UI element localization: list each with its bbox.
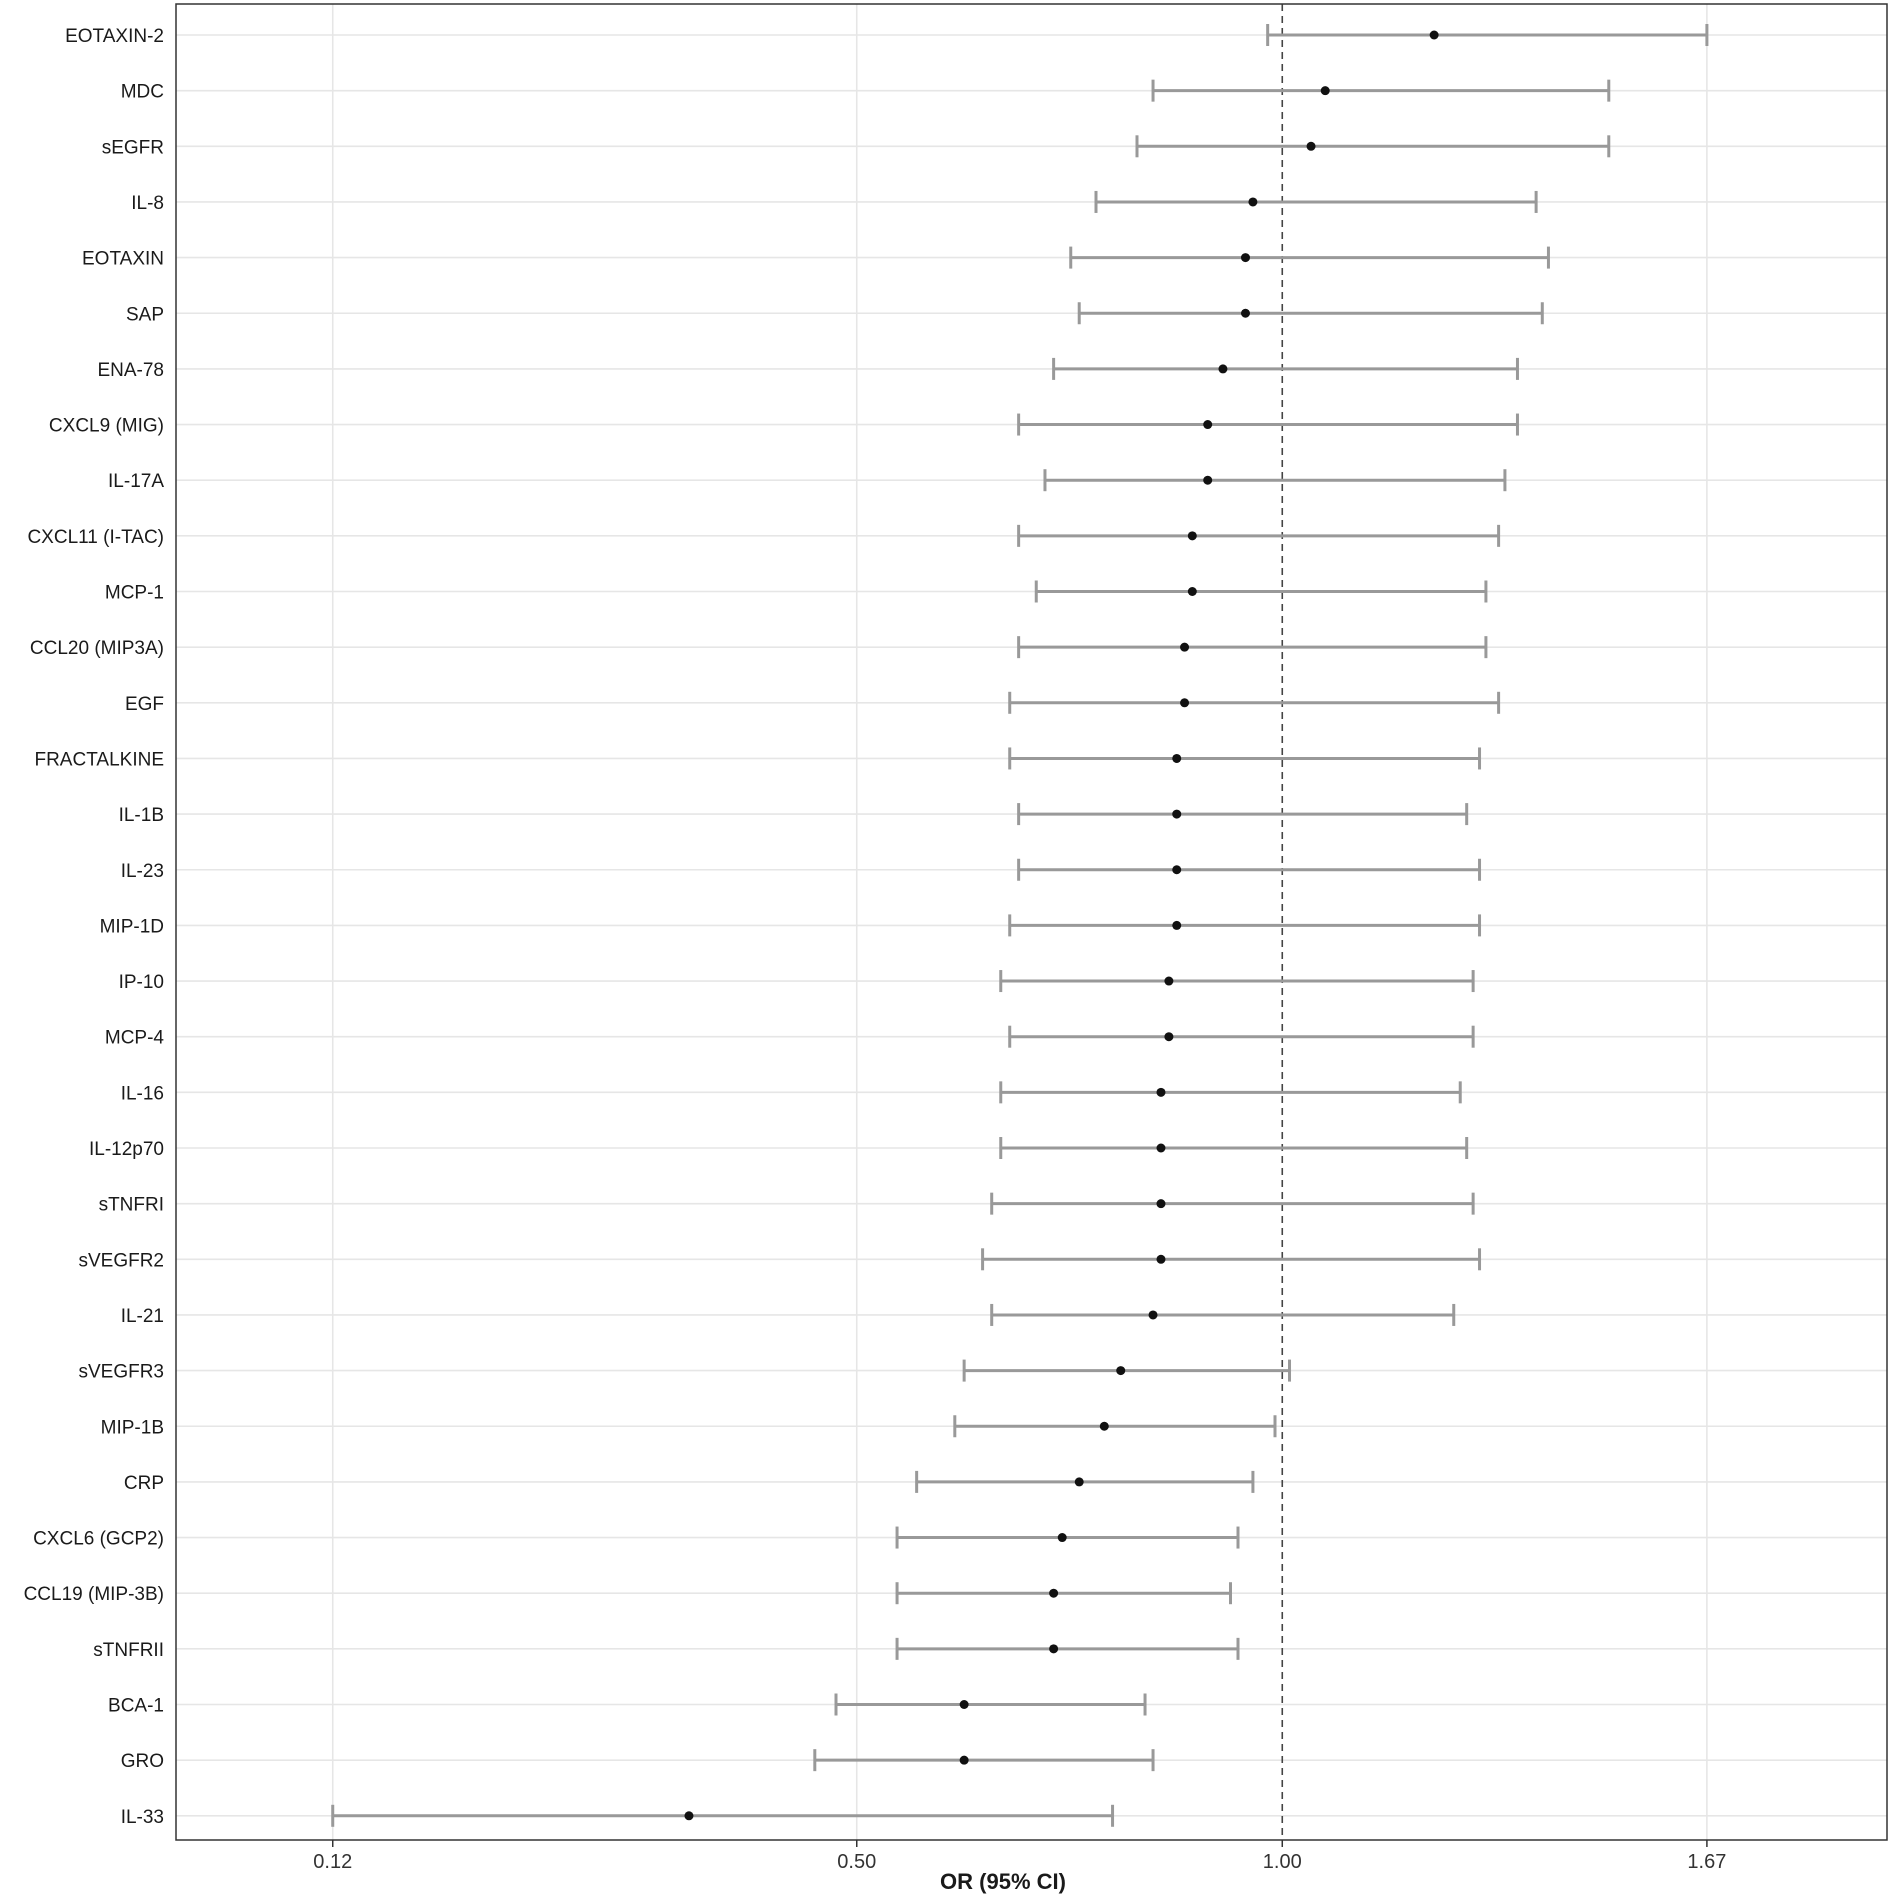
- row-label: MCP-4: [105, 1028, 165, 1049]
- or-point: [1049, 1588, 1059, 1598]
- or-point: [1156, 1254, 1166, 1264]
- row-label: IL-8: [131, 193, 164, 214]
- or-point: [959, 1700, 969, 1709]
- row-label: EOTAXIN: [82, 249, 164, 270]
- or-point: [959, 1755, 969, 1765]
- row-label: IL-1B: [119, 805, 164, 826]
- x-axis-title: OR (95% CI): [940, 1869, 1066, 1894]
- or-point: [1156, 1143, 1166, 1153]
- x-tick-label: 1.00: [1263, 1851, 1302, 1873]
- or-point: [1240, 308, 1250, 318]
- row-label: IL-16: [121, 1083, 164, 1104]
- row-label: IL-23: [121, 861, 164, 882]
- or-point: [1148, 1310, 1158, 1320]
- row-label: ENA-78: [97, 360, 164, 381]
- row-label: CCL19 (MIP-3B): [24, 1584, 164, 1605]
- row-label: sVEGFR3: [78, 1362, 164, 1383]
- or-point: [1099, 1421, 1109, 1431]
- row-label: MCP-1: [105, 583, 164, 604]
- or-point: [1187, 587, 1197, 596]
- or-point: [1218, 364, 1228, 374]
- or-point: [1156, 1087, 1166, 1097]
- row-label: FRACTALKINE: [34, 749, 164, 770]
- or-point: [684, 1811, 694, 1821]
- or-point: [1172, 920, 1182, 930]
- x-tick-label: 0.50: [837, 1851, 876, 1873]
- or-point: [1240, 253, 1250, 263]
- or-point: [1187, 531, 1197, 541]
- row-label: MIP-1D: [100, 916, 164, 937]
- row-label: CXCL11 (I-TAC): [27, 527, 164, 548]
- odds-ratio-points: [684, 30, 1439, 1821]
- row-label: SAP: [126, 304, 164, 325]
- x-axis-ticks: 0.12 0.50 1.00 1.67: [313, 1840, 1726, 1873]
- row-label: sEGFR: [102, 137, 164, 158]
- or-point: [1172, 753, 1182, 763]
- or-point: [1306, 141, 1316, 151]
- row-label: MDC: [121, 82, 164, 103]
- row-label: IL-17A: [108, 471, 164, 492]
- or-point: [1248, 197, 1258, 207]
- row-label: CXCL6 (GCP2): [33, 1529, 164, 1550]
- or-point: [1172, 865, 1182, 875]
- row-label: MIP-1B: [101, 1417, 164, 1438]
- confidence-intervals: [331, 24, 1709, 1827]
- row-label: EOTAXIN-2: [65, 26, 164, 47]
- or-point: [1429, 30, 1439, 40]
- or-point: [1164, 976, 1174, 986]
- or-point: [1180, 698, 1190, 708]
- row-label: IL-12p70: [89, 1139, 164, 1160]
- or-point: [1164, 1032, 1174, 1042]
- or-point: [1156, 1199, 1166, 1209]
- or-point: [1180, 642, 1190, 652]
- row-label: EGF: [125, 694, 164, 715]
- row-label: sTNFRI: [99, 1195, 164, 1216]
- row-label: CCL20 (MIP3A): [30, 638, 164, 659]
- row-label: sTNFRII: [93, 1640, 164, 1661]
- row-label: CXCL9 (MIG): [49, 416, 164, 437]
- row-label: BCA-1: [108, 1696, 164, 1717]
- or-point: [1049, 1644, 1059, 1654]
- row-labels: EOTAXIN-2 MDC sEGFR IL-8 EOTAXIN SAP ENA-78 CXC…: [24, 26, 165, 1828]
- row-label: IL-33: [121, 1807, 164, 1828]
- row-label: IL-21: [121, 1306, 164, 1327]
- or-point: [1172, 809, 1182, 819]
- row-label: IP-10: [119, 972, 164, 993]
- x-tick-label: 0.12: [313, 1851, 352, 1873]
- x-tick-label: 1.67: [1687, 1851, 1726, 1873]
- plot-frame: [175, 3, 1888, 1841]
- or-point: [1057, 1533, 1067, 1543]
- or-point: [1320, 86, 1330, 96]
- or-point: [1116, 1366, 1126, 1376]
- or-point: [1203, 475, 1213, 485]
- row-label: sVEGFR2: [78, 1250, 164, 1271]
- or-point: [1074, 1477, 1084, 1487]
- row-label: GRO: [121, 1751, 164, 1772]
- row-label: CRP: [124, 1473, 164, 1494]
- or-point: [1203, 420, 1213, 430]
